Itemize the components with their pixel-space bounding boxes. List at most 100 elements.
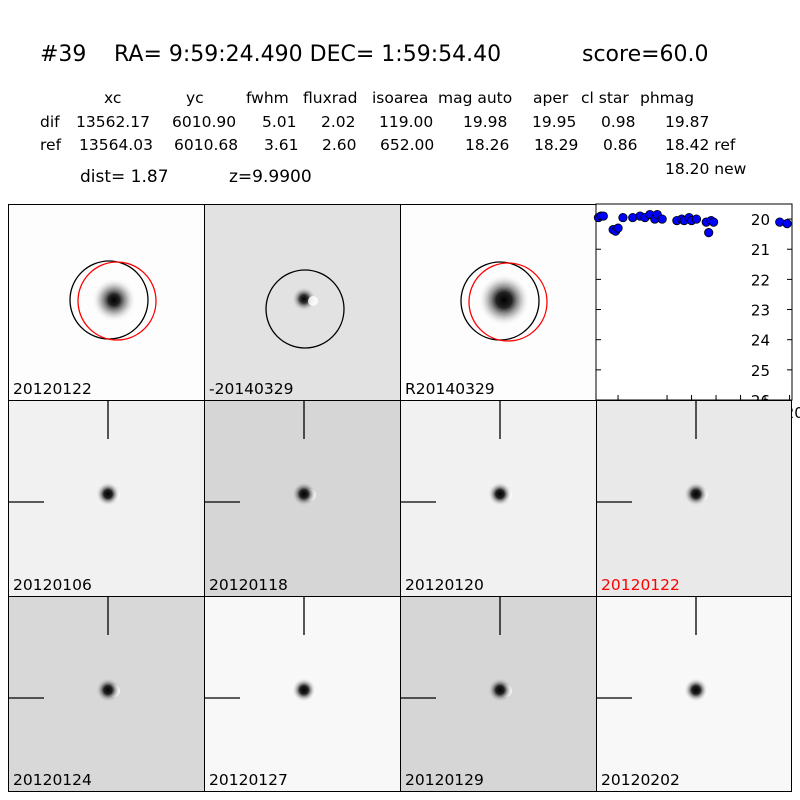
data-point xyxy=(598,211,608,221)
source-blob xyxy=(684,482,708,506)
epoch-stamp-image xyxy=(401,401,512,506)
y-tick-label: 25 xyxy=(751,362,770,380)
data-point xyxy=(628,212,638,223)
residual-blob xyxy=(308,296,318,306)
data-point xyxy=(618,212,628,223)
epoch-stamp-image xyxy=(9,597,120,702)
ref-magauto: 18.26 xyxy=(465,136,510,154)
panel-label: -20140329 xyxy=(209,380,294,398)
ref-isoarea: 652.00 xyxy=(380,136,435,154)
source-blob xyxy=(292,678,316,702)
score: score=60.0 xyxy=(582,42,709,67)
epoch-stamp-panel: 20120120 xyxy=(400,400,597,597)
epoch-stamp-image xyxy=(401,597,512,702)
epoch-stamp-panel: 20120129 xyxy=(400,596,597,792)
epoch-stamp-panel: 20120127 xyxy=(204,596,401,792)
ra-dec: RA= 9:59:24.490 DEC= 1:59:54.40 xyxy=(114,42,502,67)
ref-yc: 6010.68 xyxy=(174,136,239,154)
data-point xyxy=(782,219,792,229)
source-blob xyxy=(96,482,120,506)
dif-fluxrad: 2.02 xyxy=(321,113,356,131)
dif-phmag: 19.87 xyxy=(665,113,710,131)
source-blob xyxy=(92,278,136,322)
data-point xyxy=(775,217,785,227)
epoch-stamp-image xyxy=(597,597,708,702)
col-yc: yc xyxy=(186,89,204,107)
stamp-date-label: 20120120 xyxy=(405,576,484,594)
source-blob xyxy=(684,678,708,702)
reference-stamp-panel: 20120122 xyxy=(8,204,205,401)
ref-xc: 13564.03 xyxy=(79,136,153,154)
data-point xyxy=(704,228,714,238)
dif-yc: 6010.90 xyxy=(172,113,237,131)
difference-stamp-panel: -20140329 xyxy=(204,204,401,401)
data-point xyxy=(691,214,702,224)
candidate-id: #39 xyxy=(40,42,87,67)
source-blob xyxy=(488,482,512,506)
dif-isoarea: 119.00 xyxy=(379,113,434,131)
col-aper: aper xyxy=(533,89,569,107)
epoch-stamp-panel: 20120122 xyxy=(596,400,792,597)
epoch-stamp-panel: 20120124 xyxy=(8,596,205,792)
aperture-circle-red xyxy=(77,261,157,341)
reference-stamp-image xyxy=(9,205,204,400)
difference-stamp-image xyxy=(205,205,400,400)
epoch-stamp-panel: 20120106 xyxy=(8,400,205,597)
source-blob xyxy=(96,678,120,702)
stamp-date-label: 20120122 xyxy=(601,576,680,594)
reference-2-stamp-image xyxy=(401,205,596,400)
stamp-date-label: 20120127 xyxy=(209,771,288,789)
epoch-stamp-image xyxy=(9,401,120,506)
col-clstar: cl star xyxy=(581,89,629,107)
y-tick-label: 24 xyxy=(751,332,770,350)
new-phmag: 18.20 new xyxy=(665,160,747,178)
ref-label: ref xyxy=(40,136,62,154)
light-curve-chart: 20212223242526−20020406080100120 xyxy=(593,203,800,422)
data-point xyxy=(657,214,667,224)
data-point xyxy=(709,217,719,227)
dif-clstar: 0.98 xyxy=(601,113,636,131)
y-tick-label: 22 xyxy=(751,271,770,289)
y-tick-label: 21 xyxy=(751,241,770,259)
aperture-circle-red xyxy=(468,262,548,342)
dif-aper: 19.95 xyxy=(532,113,577,131)
dist-value: dist= 1.87 xyxy=(80,167,169,187)
col-isoarea: isoarea xyxy=(372,89,429,107)
ref-clstar: 0.86 xyxy=(603,136,638,154)
stamp-date-label: 20120129 xyxy=(405,771,484,789)
col-phmag: phmag xyxy=(640,89,695,107)
stamp-date-label: 20120118 xyxy=(209,576,288,594)
y-tick-label: 20 xyxy=(751,211,770,229)
data-point xyxy=(613,223,623,233)
panel-label: 20120122 xyxy=(13,380,92,398)
col-xc: xc xyxy=(104,89,122,107)
stamp-date-label: 20120106 xyxy=(13,576,92,594)
col-magauto: mag auto xyxy=(438,89,513,107)
aperture-circle-black xyxy=(265,269,345,349)
dif-magauto: 19.98 xyxy=(463,113,508,131)
col-fluxrad: fluxrad xyxy=(303,89,358,107)
panel-label: R20140329 xyxy=(405,380,495,398)
light-curve-plot: 20212223242526−20020406080100120 xyxy=(593,203,800,422)
dif-label: dif xyxy=(40,113,60,131)
ref-phmag: 18.42 ref xyxy=(665,136,736,154)
reference-2-stamp-panel: R20140329 xyxy=(400,204,597,401)
plot-frame xyxy=(595,203,793,401)
y-tick-label: 23 xyxy=(751,302,770,320)
epoch-stamp-image xyxy=(205,597,316,702)
z-value: z=9.9900 xyxy=(229,167,312,187)
dif-fwhm: 5.01 xyxy=(262,113,297,131)
source-blob xyxy=(478,274,530,326)
col-fwhm: fwhm xyxy=(246,89,289,107)
epoch-stamp-image xyxy=(597,401,708,506)
ref-fluxrad: 2.60 xyxy=(322,136,357,154)
ref-fwhm: 3.61 xyxy=(264,136,299,154)
source-blob xyxy=(292,482,316,506)
epoch-stamp-panel: 20120202 xyxy=(596,596,792,792)
stamp-date-label: 20120202 xyxy=(601,771,680,789)
dif-xc: 13562.17 xyxy=(76,113,150,131)
epoch-stamp-panel: 20120118 xyxy=(204,400,401,597)
source-blob xyxy=(488,678,512,702)
stamp-date-label: 20120124 xyxy=(13,771,92,789)
epoch-stamp-image xyxy=(205,401,316,506)
